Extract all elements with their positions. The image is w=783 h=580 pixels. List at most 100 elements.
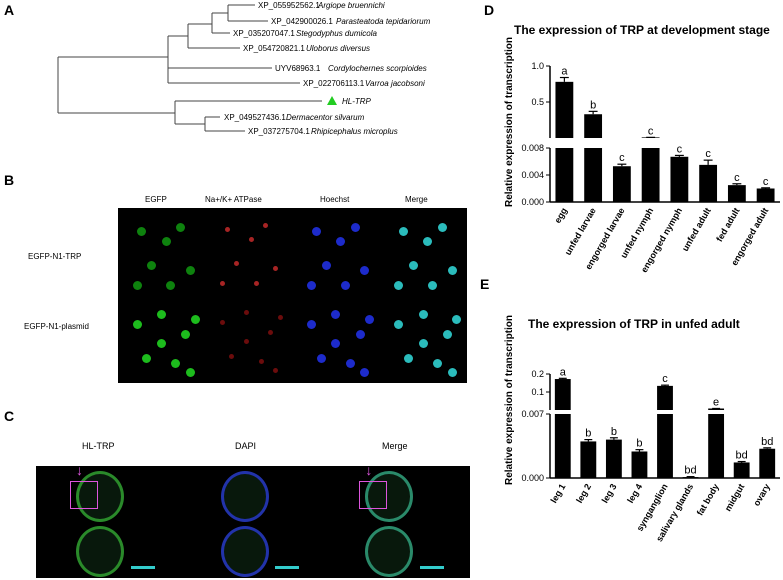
cell-nucleus: [224, 227, 230, 233]
cell-nucleus: [350, 222, 360, 232]
cell-nucleus: [428, 280, 438, 290]
x-tick-label: leg 2: [574, 482, 593, 505]
panel-b-col-merge: Merge: [405, 195, 428, 204]
micrograph-cell: [292, 208, 378, 294]
cell-nucleus: [258, 358, 264, 364]
bar-lower: [708, 414, 725, 478]
tree-species: Varroa jacobsoni: [365, 79, 425, 88]
bar-lower: [555, 148, 574, 202]
tissue-section: [365, 526, 414, 577]
bar: [756, 188, 775, 202]
significance-letter: a: [561, 66, 568, 78]
tree-taxon: XP_049527436.1: [224, 113, 286, 122]
x-tick-label: midgut: [723, 482, 747, 513]
y-axis-label: Relative expression of transcription: [504, 315, 515, 485]
cell-nucleus: [244, 339, 250, 345]
significance-letter: bd: [736, 450, 748, 462]
micrograph-cell: [292, 295, 378, 381]
cell-nucleus: [360, 368, 370, 378]
cell-nucleus: [321, 261, 331, 271]
panel-letter-d: D: [484, 2, 495, 18]
x-tick-label: leg 3: [600, 482, 619, 505]
panel-c-col-dapi: DAPI: [235, 441, 257, 451]
highlight-triangle-icon: [327, 96, 337, 105]
cell-nucleus: [190, 314, 200, 324]
tissue-section: [220, 471, 269, 522]
bar: [759, 448, 776, 478]
significance-letter: c: [705, 148, 711, 160]
cell-nucleus: [181, 329, 190, 339]
bar: [727, 185, 746, 202]
panel-b-row-plasmid: EGFP-N1-plasmid: [24, 322, 89, 331]
cell-nucleus: [336, 237, 346, 247]
x-tick-label: fat body: [695, 482, 721, 517]
significance-letter: bd: [761, 436, 773, 448]
x-tick-label: leg 4: [625, 482, 644, 505]
panel-c-image-grid: ↓ ↓: [36, 462, 470, 578]
cell-nucleus: [433, 358, 443, 368]
bar-upper: [657, 385, 673, 410]
cell-nucleus: [185, 266, 195, 276]
y-axis-label: Relative expression of transcription: [504, 37, 515, 207]
highlight-box: [359, 481, 388, 509]
cell-nucleus: [399, 227, 409, 237]
tissue-section: [220, 526, 269, 577]
cell-nucleus: [176, 222, 186, 232]
cell-nucleus: [307, 280, 317, 290]
cell-nucleus: [161, 237, 171, 247]
significance-letter: b: [590, 99, 596, 111]
cell-nucleus: [156, 339, 166, 349]
chart-title: The expression of TRP in unfed adult: [528, 317, 740, 331]
bar: [682, 477, 699, 478]
bar-upper: [708, 408, 725, 410]
x-tick-label: fed adult: [714, 206, 741, 243]
cell-nucleus: [137, 227, 147, 237]
phylogenetic-tree: XP_055952562.1 XP_042900026.1 XP_0352070…: [57, 1, 431, 136]
panel-letter-b: B: [4, 172, 15, 188]
tissue-section: [76, 526, 124, 577]
tree-taxon: XP_037275704.1: [248, 127, 310, 136]
cell-nucleus: [423, 237, 433, 247]
cell-nucleus: [394, 280, 404, 290]
cell-nucleus: [418, 339, 428, 349]
cell-nucleus: [244, 310, 250, 316]
panel-letter-c: C: [4, 408, 15, 424]
chart-title: The expression of TRP at development sta…: [514, 23, 770, 37]
micrograph-cell: [379, 208, 465, 294]
bar: [631, 451, 648, 478]
y-tick-label: 0.008: [521, 143, 544, 153]
micrograph-cell: [118, 295, 204, 381]
cell-nucleus: [442, 329, 452, 339]
bar-upper: [555, 81, 574, 138]
bar: [670, 156, 689, 202]
scale-bar: [275, 566, 300, 569]
cell-nucleus: [229, 353, 235, 359]
cell-nucleus: [307, 319, 317, 329]
cell-nucleus: [147, 261, 157, 271]
panel-b-image-grid: [118, 208, 467, 383]
arrow-down-icon: ↓: [365, 462, 373, 478]
tree-species: Stegodyphus dumicola: [296, 29, 377, 38]
tree-species: HL-TRP: [342, 97, 372, 106]
significance-letter: c: [662, 373, 668, 385]
significance-letter: c: [763, 176, 769, 188]
cell-nucleus: [248, 237, 254, 243]
y-tick-label: 0.004: [521, 170, 544, 180]
x-tick-label: unfed adult: [680, 206, 713, 253]
cell-nucleus: [452, 314, 462, 324]
significance-letter: e: [713, 396, 719, 408]
bar: [612, 166, 631, 202]
x-tick-label: egg: [552, 206, 569, 225]
tree-species: Rhipicephalus microplus: [311, 127, 398, 136]
panel-b-row-trp: EGFP-N1-TRP: [28, 252, 82, 261]
y-tick-label: 0.5: [531, 97, 544, 107]
panel-b-col-atpase: Na+/K+ ATPase: [205, 195, 262, 204]
bar-upper: [554, 379, 571, 410]
bar-upper: [584, 114, 603, 138]
micrograph-cell: ↓: [325, 462, 468, 578]
cell-nucleus: [331, 310, 341, 320]
cell-nucleus: [311, 227, 321, 237]
tree-species: Parasteatoda tepidariorum: [336, 17, 431, 26]
cell-nucleus: [447, 368, 457, 378]
micrograph-cell: [180, 466, 324, 578]
